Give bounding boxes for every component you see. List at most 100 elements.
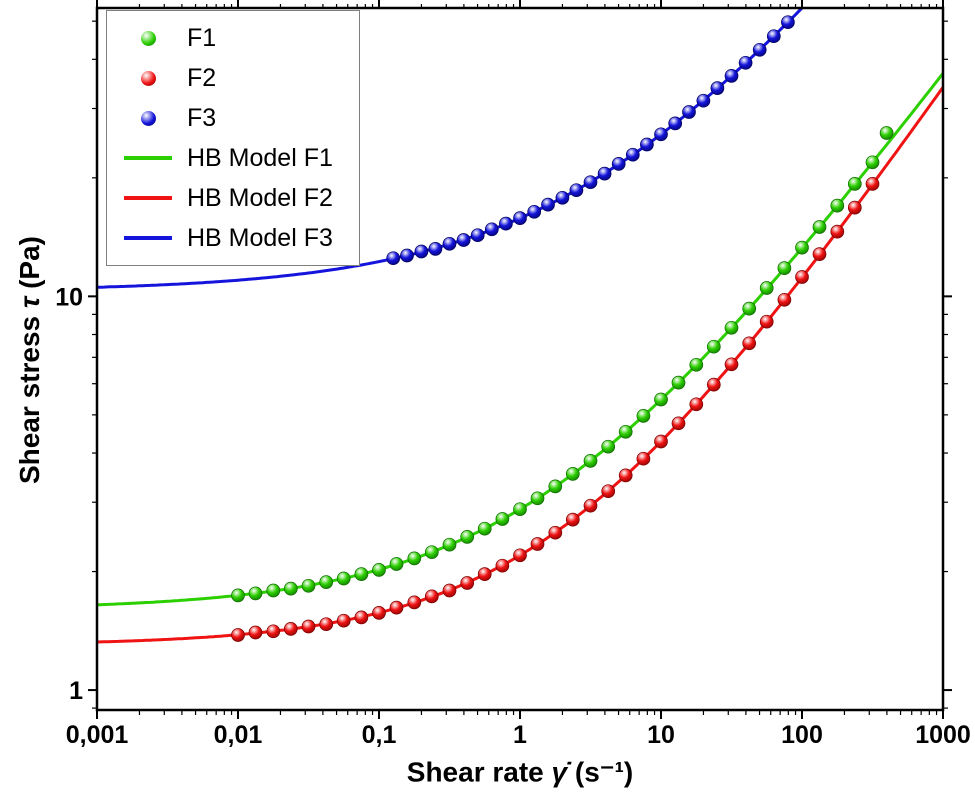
data-point xyxy=(847,177,862,191)
data-point xyxy=(460,530,475,544)
data-point xyxy=(583,454,598,468)
data-point xyxy=(865,155,880,170)
data-point xyxy=(527,204,542,219)
hb-f3-line-icon xyxy=(119,236,177,240)
data-point xyxy=(283,581,298,596)
data-point xyxy=(372,563,386,577)
data-point xyxy=(565,512,580,527)
f3-symbol xyxy=(140,110,156,126)
data-point xyxy=(495,512,510,526)
data-point xyxy=(569,183,584,198)
data-point xyxy=(766,29,781,44)
data-point xyxy=(428,242,443,256)
data-point xyxy=(442,236,457,251)
x-axis-title-text: Shear rate xyxy=(406,756,552,788)
data-point xyxy=(389,600,404,615)
data-point xyxy=(301,619,316,634)
data-point xyxy=(336,571,351,586)
x-tick-label: 1 xyxy=(513,721,527,749)
data-point xyxy=(795,240,809,255)
data-point xyxy=(625,147,640,162)
f1-symbol xyxy=(140,30,156,46)
data-point xyxy=(460,576,475,590)
data-point xyxy=(759,281,774,295)
data-point xyxy=(830,224,845,239)
scatter-series-f3 xyxy=(386,15,795,266)
x-axis-unit: (s⁻¹) xyxy=(567,756,634,788)
data-point xyxy=(319,575,334,589)
x-tick-label: 1000 xyxy=(915,721,971,749)
data-point xyxy=(470,228,485,243)
data-point xyxy=(513,211,527,225)
data-point xyxy=(668,116,683,131)
gamma-dot-symbol: γ̇ xyxy=(551,756,568,788)
data-point xyxy=(777,261,792,275)
data-point xyxy=(706,377,721,392)
data-point xyxy=(442,537,457,552)
data-point xyxy=(283,622,298,636)
data-point xyxy=(456,233,471,247)
x-tick-label: 10 xyxy=(647,721,675,749)
data-point xyxy=(654,392,668,407)
data-point xyxy=(689,357,704,372)
data-point xyxy=(266,583,281,598)
data-point xyxy=(742,301,757,316)
data-point xyxy=(477,521,492,536)
hb-f2-line-icon xyxy=(119,196,177,200)
hb-f1-line-icon xyxy=(119,156,177,160)
legend: F1 F2 F3 HB Model F1 HB Model F2 HB Model F3 xyxy=(106,10,360,266)
hb-f3-symbol xyxy=(124,236,172,240)
legend-entry-f2: F2 xyxy=(119,61,333,95)
legend-label: F3 xyxy=(187,103,217,132)
data-point xyxy=(583,498,598,513)
data-point xyxy=(611,157,626,171)
data-point xyxy=(414,244,429,259)
data-point xyxy=(513,502,527,517)
data-point xyxy=(548,479,563,494)
data-point xyxy=(354,610,369,625)
data-point xyxy=(654,434,668,449)
data-point xyxy=(689,397,704,412)
data-point xyxy=(336,613,351,628)
data-point xyxy=(601,484,616,499)
data-point xyxy=(248,625,263,640)
legend-label: F2 xyxy=(187,63,217,92)
data-point xyxy=(671,375,686,390)
scatter-series-f2 xyxy=(231,177,880,642)
data-point xyxy=(759,314,774,329)
data-point xyxy=(618,424,633,439)
x-axis-title: Shear rate γ̇ (s⁻¹) xyxy=(407,756,633,789)
data-point xyxy=(654,127,668,142)
y-tick-label: 1 xyxy=(69,677,83,705)
data-point xyxy=(400,248,414,263)
x-tick-label: 0,01 xyxy=(214,721,263,749)
data-point xyxy=(742,336,757,351)
f2-symbol xyxy=(140,70,156,86)
y-tick-label: 10 xyxy=(55,283,83,311)
data-point xyxy=(781,15,795,30)
x-tick-label: 0,001 xyxy=(66,721,129,749)
legend-entry-hb-f2: HB Model F2 xyxy=(119,181,333,215)
data-point xyxy=(555,190,570,205)
data-point xyxy=(407,595,422,610)
data-point xyxy=(636,451,651,466)
data-point xyxy=(724,357,739,372)
data-point xyxy=(548,525,563,540)
data-point xyxy=(407,551,422,566)
hb-f2-symbol xyxy=(124,196,172,200)
data-point xyxy=(671,416,686,431)
scatter-series-f1 xyxy=(231,126,894,603)
data-point xyxy=(424,545,439,560)
data-point xyxy=(231,628,245,642)
data-point xyxy=(565,467,580,481)
y-axis-title: Shear stress τ (Pa) xyxy=(14,236,46,484)
data-point xyxy=(442,583,457,598)
legend-entry-hb-f1: HB Model F1 xyxy=(119,141,333,175)
data-point xyxy=(530,491,545,506)
f3-marker-icon xyxy=(119,110,177,126)
data-point xyxy=(499,216,513,231)
data-point xyxy=(248,586,263,601)
data-point xyxy=(847,200,862,215)
